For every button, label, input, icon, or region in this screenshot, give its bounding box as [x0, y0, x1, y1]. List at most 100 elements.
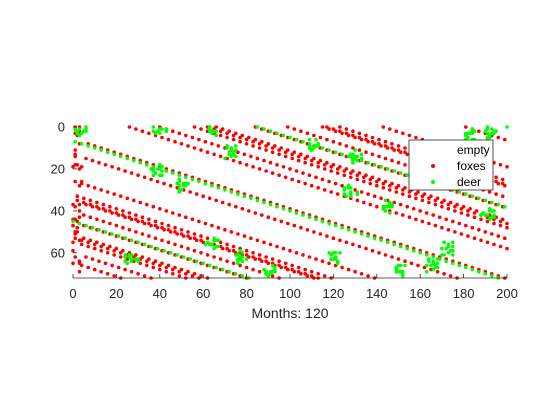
fox-point	[377, 177, 381, 182]
fox-point	[424, 211, 429, 215]
fox-point	[201, 194, 205, 198]
fox-point	[342, 173, 347, 177]
fox-point	[375, 183, 379, 188]
fox-point	[257, 253, 262, 257]
fox-point	[453, 209, 457, 213]
deer-point	[273, 267, 277, 272]
fox-point	[388, 188, 392, 192]
fox-point	[396, 160, 401, 165]
deer-point	[238, 248, 242, 253]
deer-point	[275, 204, 279, 209]
fox-point	[77, 202, 82, 207]
deer-point	[99, 148, 103, 152]
fox-point	[390, 255, 394, 259]
fox-point	[231, 261, 236, 266]
fox-point	[210, 223, 214, 228]
legend-label-deer: deer	[457, 175, 481, 189]
fox-point	[318, 232, 323, 236]
fox-point	[364, 173, 368, 177]
fox-point	[231, 158, 236, 163]
deer-point	[327, 251, 331, 255]
fox-point	[192, 125, 197, 129]
fox-point	[75, 194, 80, 198]
deer-point	[207, 125, 212, 129]
fox-point	[446, 207, 451, 211]
deer-point	[262, 200, 266, 205]
fox-point	[333, 129, 338, 133]
x-tick-label: 40	[153, 286, 167, 301]
fox-point	[346, 133, 351, 138]
deer-point	[84, 223, 88, 228]
fox-point	[500, 217, 505, 222]
deer-point	[255, 125, 260, 129]
fox-point	[353, 135, 357, 140]
fox-point	[279, 265, 284, 270]
fox-point	[403, 259, 407, 264]
deer-point	[149, 244, 153, 249]
deer-point	[158, 131, 162, 136]
fox-point	[398, 150, 403, 154]
x-tick-label: 60	[196, 286, 210, 301]
fox-point	[396, 257, 401, 261]
fox-point	[503, 183, 507, 188]
deer-point	[134, 257, 138, 261]
fox-point	[108, 221, 112, 226]
fox-point	[84, 255, 88, 259]
fox-point	[288, 248, 292, 253]
deer-point	[236, 259, 240, 264]
fox-point	[77, 269, 82, 274]
fox-point	[186, 269, 190, 274]
fox-point	[92, 186, 97, 190]
fox-point	[151, 204, 156, 209]
fox-point	[123, 169, 127, 173]
deer-point	[86, 144, 90, 148]
y-axis-ticks: 0 20 40 60	[51, 120, 77, 260]
fox-point	[86, 265, 90, 270]
fox-point	[351, 242, 355, 247]
fox-point	[335, 192, 340, 196]
fox-point	[114, 223, 119, 228]
fox-point	[344, 127, 349, 131]
fox-point	[485, 240, 490, 245]
fox-point	[283, 175, 288, 180]
x-axis-ticks: 0 20 40 60 80 100 120 140 160 180 200	[69, 274, 518, 301]
fox-point	[140, 255, 145, 259]
deer-point	[401, 272, 405, 276]
fox-point	[142, 274, 147, 278]
fox-point	[194, 238, 199, 243]
fox-point	[405, 204, 410, 209]
fox-point	[95, 240, 99, 245]
fox-point	[179, 244, 184, 249]
fox-point	[435, 196, 440, 201]
fox-point	[329, 190, 334, 194]
deer-point	[207, 129, 212, 133]
fox-point	[362, 179, 366, 184]
fox-point	[292, 127, 297, 131]
fox-point	[312, 230, 316, 234]
fox-point	[151, 265, 156, 270]
deer-point	[84, 127, 88, 131]
fox-point	[292, 269, 297, 274]
fox-point	[186, 230, 190, 234]
fox-point	[275, 244, 279, 249]
fox-point	[498, 163, 503, 167]
fox-point	[440, 225, 444, 230]
fox-point	[270, 150, 275, 154]
fox-point	[199, 274, 203, 278]
fox-point	[492, 242, 496, 247]
deer-point	[333, 150, 338, 154]
fox-point	[199, 127, 203, 131]
deer-point	[431, 267, 436, 272]
fox-point	[286, 267, 290, 272]
deer-point	[427, 257, 431, 261]
deer-point	[385, 240, 390, 245]
fox-point	[101, 219, 106, 224]
fox-point	[322, 188, 327, 192]
fox-point	[283, 261, 288, 266]
fox-point	[370, 152, 375, 157]
deer-point	[457, 190, 462, 194]
deer-point	[492, 213, 496, 217]
deer-point	[186, 181, 190, 186]
fox-point	[303, 267, 308, 272]
fox-point	[73, 154, 77, 159]
